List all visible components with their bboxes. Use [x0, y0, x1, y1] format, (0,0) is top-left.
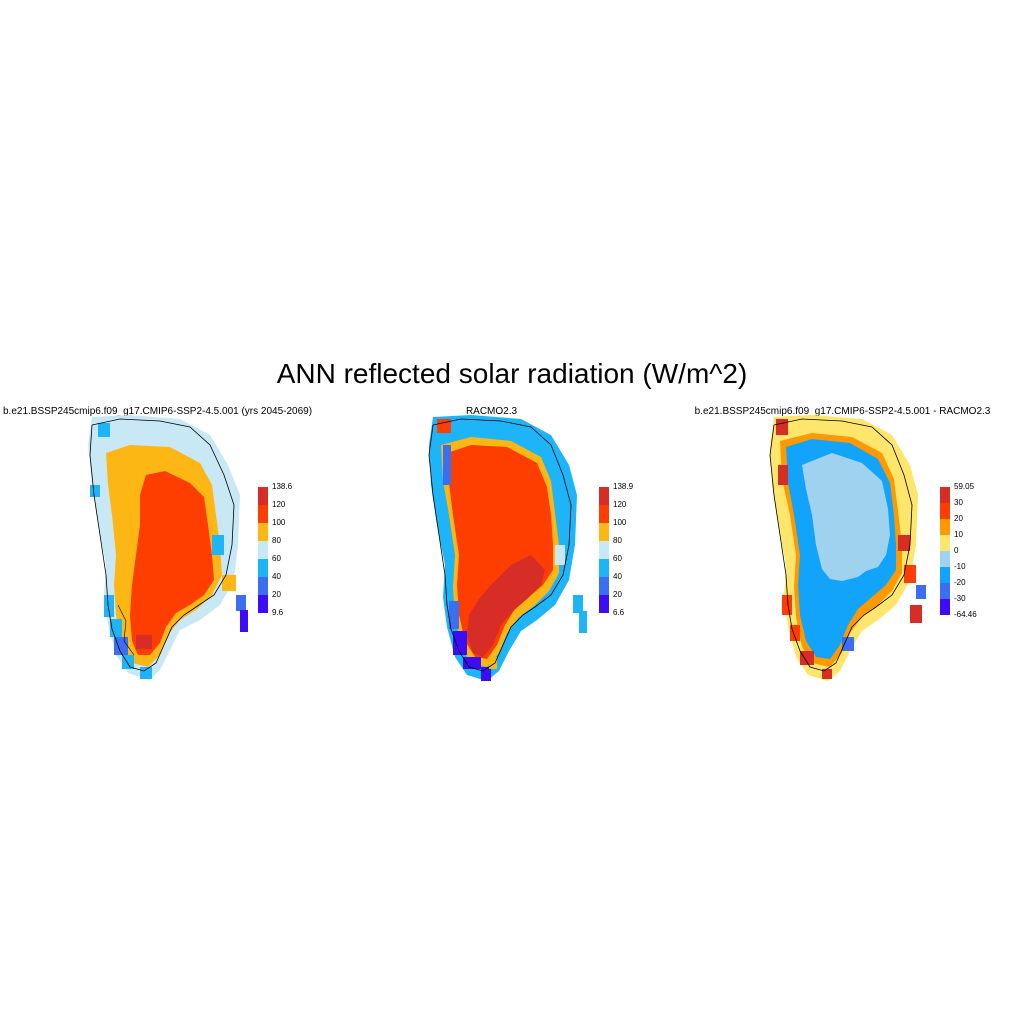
coast-cell [898, 535, 910, 551]
colorbar-tick-label: 20 [613, 590, 622, 599]
coast-cell [778, 465, 788, 485]
colorbar-tick-label: 120 [613, 500, 627, 509]
colorbar-tick-label: 40 [272, 572, 281, 581]
colorbar-tick-label: 60 [613, 554, 622, 563]
colorbar-swatch [940, 599, 950, 615]
coast-cell [489, 657, 497, 669]
coast-cell [579, 611, 587, 633]
colorbar-tick-label: -10 [954, 562, 966, 571]
coast-cell [140, 667, 152, 679]
panel-title-model: b.e21.BSSP245cmip6.f09_g17.CMIP6-SSP2-4.… [3, 406, 313, 417]
coast-cell [240, 610, 248, 632]
colorbar-swatch [258, 595, 268, 613]
coast-cell [136, 635, 152, 649]
coast-cell [449, 601, 459, 629]
coast-cell [437, 419, 451, 433]
coast-cell [822, 669, 832, 679]
colorbar-swatch [940, 551, 950, 567]
map-core-darkred [467, 555, 545, 657]
coast-cell [842, 637, 854, 651]
colorbar-tick-label: 138.6 [272, 482, 293, 491]
colorbar-tick-label: 80 [613, 536, 622, 545]
colorbar-tick-label: 100 [272, 518, 286, 527]
colorbar-tick-label: 30 [954, 498, 963, 507]
colorbar-tick-label: 0 [954, 546, 959, 555]
colorbar-swatch [940, 567, 950, 583]
colorbar-swatch [599, 487, 609, 505]
greenland-map-difference [769, 415, 926, 681]
colorbar-tick-label: 20 [954, 514, 963, 523]
greenland-map-racmo [428, 415, 587, 681]
panel-title-difference: b.e21.BSSP245cmip6.f09_g17.CMIP6-SSP2-4.… [694, 406, 991, 417]
panel-racmo: RACMO2.3 138.9 120 100 80 60 40 20 6.6 [341, 405, 682, 705]
colorbar-tick-label: 40 [613, 572, 622, 581]
colorbar-tick-label: 120 [272, 500, 286, 509]
colorbar-tick-label: -20 [954, 578, 966, 587]
coast-cell [222, 575, 236, 591]
coast-cell [782, 595, 792, 615]
colorbar-tick-label: 60 [272, 554, 281, 563]
colorbar-swatch [258, 505, 268, 523]
colorbar-swatch [940, 487, 950, 503]
coast-cell [555, 545, 565, 565]
coast-cell [212, 535, 224, 555]
coast-cell [453, 631, 467, 655]
coast-cell [790, 625, 800, 641]
colorbar-tick-label: 9.6 [272, 608, 284, 617]
colorbar-swatch [258, 523, 268, 541]
coast-cell [904, 565, 916, 583]
coast-cell [800, 651, 814, 665]
colorbar-swatch [599, 559, 609, 577]
colorbar-swatch [599, 577, 609, 595]
coast-cell [776, 419, 788, 435]
coast-cell [910, 605, 922, 623]
colorbar-swatch [599, 541, 609, 559]
colorbar-swatch [940, 519, 950, 535]
coast-cell [443, 445, 451, 485]
colorbar-swatch [258, 541, 268, 559]
colorbar-tick-label: 6.6 [613, 608, 625, 617]
colorbar-swatch [258, 577, 268, 595]
coast-cell [463, 657, 481, 669]
map-core-lightblue [802, 453, 890, 581]
colorbar-swatch [258, 487, 268, 505]
figure-title: ANN reflected solar radiation (W/m^2) [276, 358, 748, 389]
coast-cell [236, 595, 246, 611]
coast-cell [481, 667, 491, 681]
colorbar-tick-label: 80 [272, 536, 281, 545]
colorbar-swatch [940, 535, 950, 551]
coastline [89, 418, 235, 672]
map-core-red [447, 445, 553, 659]
greenland-map-model [88, 415, 248, 680]
coast-cell [90, 485, 100, 497]
panel-difference: b.e21.BSSP245cmip6.f09_g17.CMIP6-SSP2-4.… [682, 405, 1023, 705]
colorbar-tick-label: 59.05 [954, 482, 975, 491]
coast-cell [98, 423, 110, 437]
coast-cell [104, 595, 114, 617]
colorbar-swatch [599, 595, 609, 613]
map-core-red [130, 471, 214, 655]
colorbar-tick-label: -64.46 [954, 610, 977, 619]
colorbar-swatch [940, 583, 950, 599]
coastline [428, 418, 572, 672]
colorbar-tick-label: 20 [272, 590, 281, 599]
coastline-detail [117, 604, 135, 656]
colorbar-tick-label: 138.9 [613, 482, 634, 491]
coast-cell [573, 595, 583, 613]
colorbar-swatch [599, 523, 609, 541]
colorbar-tick-label: 10 [954, 530, 963, 539]
colorbar-tick-label: -30 [954, 594, 966, 603]
colorbar-tick-label: 100 [613, 518, 627, 527]
coast-cell [916, 585, 926, 599]
colorbar-swatch [599, 505, 609, 523]
colorbar-swatch [940, 503, 950, 519]
coastline [769, 418, 913, 672]
panel-model: b.e21.BSSP245cmip6.f09_g17.CMIP6-SSP2-4.… [0, 405, 341, 705]
colorbar-swatch [258, 559, 268, 577]
panel-title-racmo: RACMO2.3 [465, 406, 518, 417]
